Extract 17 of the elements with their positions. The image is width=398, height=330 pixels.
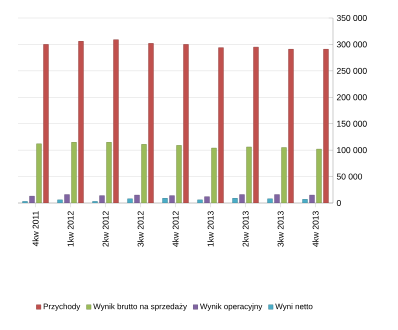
x-tick-label: 4kw 2013 bbox=[312, 211, 319, 247]
y-tick-label: 300 000 bbox=[336, 41, 367, 48]
y-tick-label: 200 000 bbox=[336, 94, 367, 100]
x-tick-label: 1kw 2013 bbox=[207, 211, 214, 246]
x-tick-label: 4kw 2012 bbox=[172, 211, 179, 247]
x-tick-label: 2kw 2013 bbox=[242, 211, 249, 247]
y-tick-label: 100 000 bbox=[337, 147, 367, 154]
x-tick-label: 4kw 2011 bbox=[32, 211, 39, 246]
y-tick-label: 150 000 bbox=[337, 120, 367, 127]
y-tick-label: 250 000 bbox=[336, 68, 367, 74]
x-tick-label: 3kw 2012 bbox=[137, 211, 144, 247]
y-tick-label: 50 000 bbox=[336, 174, 362, 180]
x-tick-label: 2kw 2012 bbox=[102, 211, 109, 247]
y-tick-label: 350 000 bbox=[336, 15, 367, 21]
x-tick-label: 3kw 2013 bbox=[277, 211, 284, 247]
y-tick-label: 0 bbox=[336, 200, 341, 206]
x-tick-label: 1kw 2012 bbox=[67, 211, 74, 246]
